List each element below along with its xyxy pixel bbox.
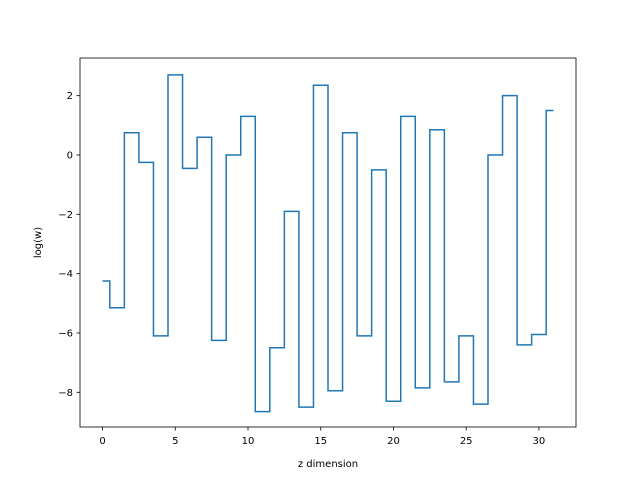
x-tick-label: 5: [172, 436, 178, 447]
y-tick-label: −6: [58, 328, 73, 339]
y-tick-label: −4: [58, 269, 73, 280]
plot-frame: [79, 57, 577, 428]
x-tick-label: 0: [99, 436, 105, 447]
x-tick-label: 15: [314, 436, 327, 447]
x-axis: 0 5 10 15 20 25 30: [99, 427, 545, 447]
y-axis-label: log(w): [33, 227, 44, 258]
x-tick-label: 20: [387, 436, 400, 447]
y-tick-label: 0: [67, 150, 73, 161]
y-tick-label: −8: [58, 388, 73, 399]
y-axis: −8 −6 −4 −2 0 2: [58, 91, 80, 399]
series-step-line: [102, 74, 554, 413]
x-tick-label: 10: [242, 436, 255, 447]
y-tick-label: −2: [58, 210, 73, 221]
x-tick-label: 25: [460, 436, 473, 447]
x-axis-label: z dimension: [298, 459, 358, 470]
series-layer: [102, 74, 554, 413]
x-tick-label: 30: [533, 436, 546, 447]
y-tick-label: 2: [67, 91, 73, 102]
